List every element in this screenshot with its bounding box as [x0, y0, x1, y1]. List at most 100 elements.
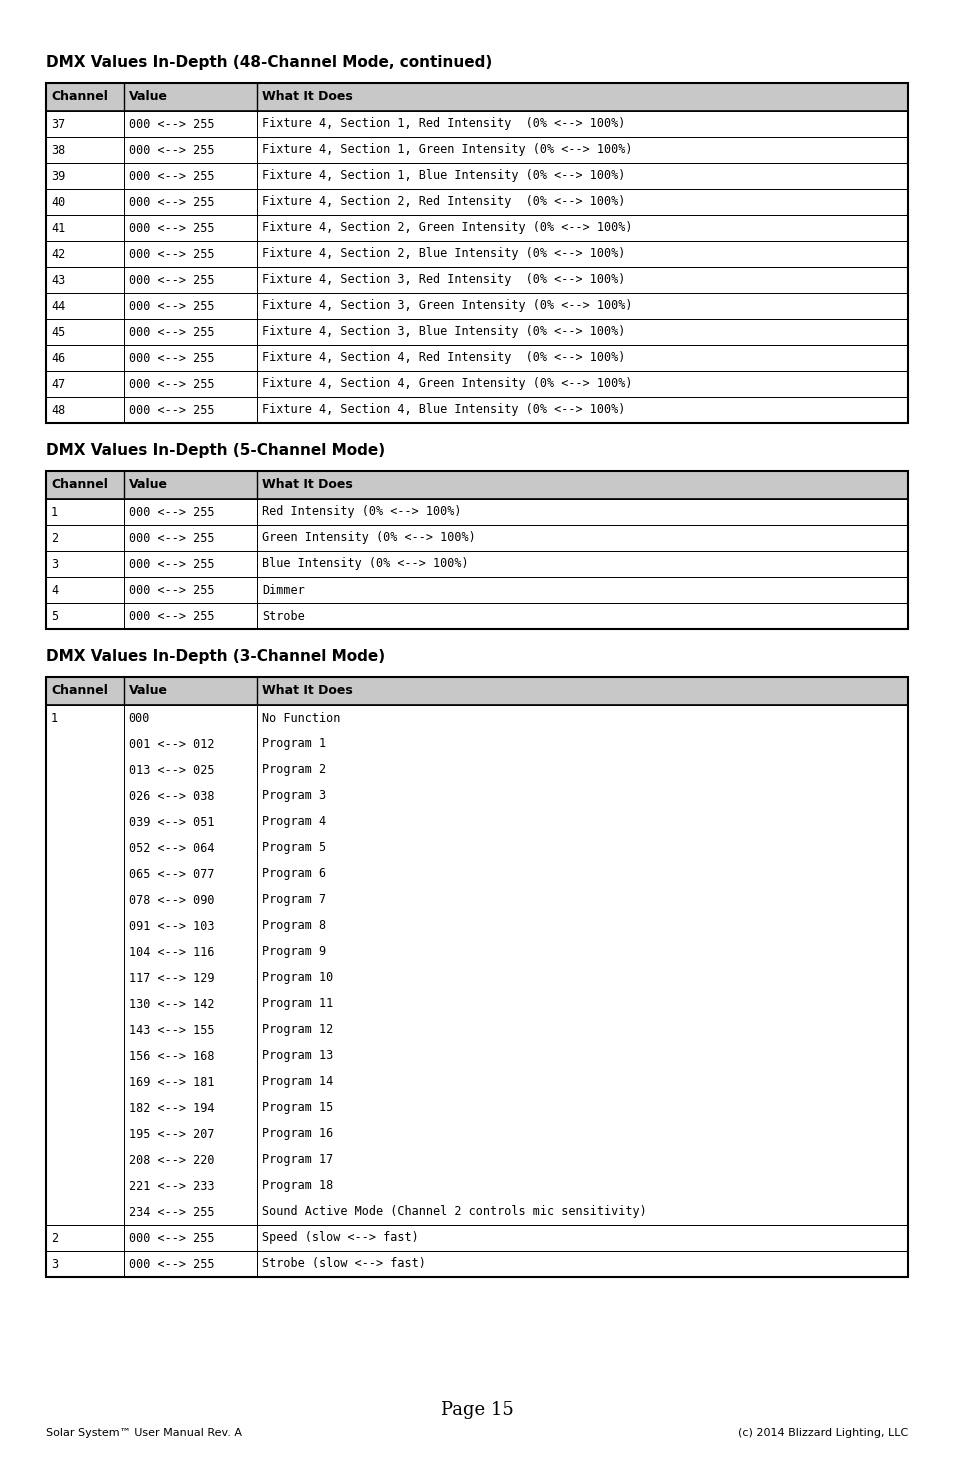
Bar [46, 1251, 907, 1277]
Text: Fixture 4, Section 3, Red Intensity  (0% <--> 100%): Fixture 4, Section 3, Red Intensity (0% … [262, 273, 625, 286]
Text: 2: 2 [51, 1232, 58, 1245]
Text: Channel: Channel [51, 684, 108, 698]
Text: 43: 43 [51, 273, 65, 286]
Text: Red Intensity (0% <--> 100%): Red Intensity (0% <--> 100%) [262, 506, 461, 519]
Text: 42: 42 [51, 248, 65, 261]
Text: What It Does: What It Does [262, 90, 353, 103]
Bar [46, 240, 907, 267]
Text: 1: 1 [51, 711, 58, 724]
Text: Fixture 4, Section 4, Red Intensity  (0% <--> 100%): Fixture 4, Section 4, Red Intensity (0% … [262, 351, 625, 364]
Text: 221 <--> 233: 221 <--> 233 [129, 1180, 213, 1192]
Text: 3: 3 [51, 558, 58, 571]
Text: 000 <--> 255: 000 <--> 255 [129, 1258, 213, 1270]
Text: 38: 38 [51, 143, 65, 156]
Text: 065 <--> 077: 065 <--> 077 [129, 867, 213, 881]
Text: 000 <--> 255: 000 <--> 255 [129, 170, 213, 183]
Bar [46, 345, 907, 372]
Text: Fixture 4, Section 3, Blue Intensity (0% <--> 100%): Fixture 4, Section 3, Blue Intensity (0%… [262, 326, 625, 338]
Text: 052 <--> 064: 052 <--> 064 [129, 842, 213, 854]
Text: 208 <--> 220: 208 <--> 220 [129, 1153, 213, 1167]
Bar [46, 552, 907, 577]
Text: 000 <--> 255: 000 <--> 255 [129, 196, 213, 208]
Bar [46, 189, 907, 215]
Text: 37: 37 [51, 118, 65, 130]
Text: 5: 5 [51, 609, 58, 622]
Text: Channel: Channel [51, 478, 108, 491]
Text: 000 <--> 255: 000 <--> 255 [129, 351, 213, 364]
Text: Program 1: Program 1 [262, 738, 326, 751]
Bar [46, 705, 907, 1226]
Text: 000 <--> 255: 000 <--> 255 [129, 299, 213, 313]
Text: Fixture 4, Section 2, Blue Intensity (0% <--> 100%): Fixture 4, Section 2, Blue Intensity (0%… [262, 248, 625, 261]
Text: 000 <--> 255: 000 <--> 255 [129, 273, 213, 286]
Bar [46, 294, 907, 319]
Text: 48: 48 [51, 404, 65, 416]
Text: 000 <--> 255: 000 <--> 255 [129, 506, 213, 519]
Text: Program 17: Program 17 [262, 1153, 334, 1167]
Bar [46, 577, 907, 603]
Text: Program 11: Program 11 [262, 997, 334, 1010]
Text: 001 <--> 012: 001 <--> 012 [129, 738, 213, 751]
Bar [46, 137, 907, 164]
Text: 2: 2 [51, 531, 58, 544]
Text: 39: 39 [51, 170, 65, 183]
Text: 000 <--> 255: 000 <--> 255 [129, 1232, 213, 1245]
Text: Sound Active Mode (Channel 2 controls mic sensitivity): Sound Active Mode (Channel 2 controls mi… [262, 1205, 646, 1218]
Text: 41: 41 [51, 221, 65, 235]
Text: 182 <--> 194: 182 <--> 194 [129, 1102, 213, 1115]
Text: (c) 2014 Blizzard Lighting, LLC: (c) 2014 Blizzard Lighting, LLC [737, 1428, 907, 1438]
Text: 000 <--> 255: 000 <--> 255 [129, 531, 213, 544]
Text: Strobe: Strobe [262, 609, 305, 622]
Text: 000 <--> 255: 000 <--> 255 [129, 609, 213, 622]
Text: 000 <--> 255: 000 <--> 255 [129, 221, 213, 235]
Text: 000 <--> 255: 000 <--> 255 [129, 584, 213, 596]
Text: Fixture 4, Section 1, Blue Intensity (0% <--> 100%): Fixture 4, Section 1, Blue Intensity (0%… [262, 170, 625, 183]
Bar [46, 83, 907, 111]
Text: DMX Values In-Depth (3-Channel Mode): DMX Values In-Depth (3-Channel Mode) [46, 649, 385, 664]
Bar [46, 267, 907, 294]
Bar [46, 372, 907, 397]
Text: 169 <--> 181: 169 <--> 181 [129, 1075, 213, 1089]
Text: DMX Values In-Depth (5-Channel Mode): DMX Values In-Depth (5-Channel Mode) [46, 442, 385, 459]
Bar [46, 471, 907, 628]
Text: 143 <--> 155: 143 <--> 155 [129, 1024, 213, 1037]
Text: 078 <--> 090: 078 <--> 090 [129, 894, 213, 907]
Text: Program 5: Program 5 [262, 842, 326, 854]
Text: Channel: Channel [51, 90, 108, 103]
Text: Fixture 4, Section 4, Blue Intensity (0% <--> 100%): Fixture 4, Section 4, Blue Intensity (0%… [262, 404, 625, 416]
Bar [46, 471, 907, 499]
Text: Program 12: Program 12 [262, 1024, 334, 1037]
Text: DMX Values In-Depth (48-Channel Mode, continued): DMX Values In-Depth (48-Channel Mode, co… [46, 55, 492, 69]
Text: 1: 1 [51, 506, 58, 519]
Text: Solar System™ User Manual Rev. A: Solar System™ User Manual Rev. A [46, 1428, 242, 1438]
Bar [46, 319, 907, 345]
Text: Fixture 4, Section 2, Red Intensity  (0% <--> 100%): Fixture 4, Section 2, Red Intensity (0% … [262, 196, 625, 208]
Bar [46, 525, 907, 552]
Text: Program 8: Program 8 [262, 919, 326, 932]
Text: Program 6: Program 6 [262, 867, 326, 881]
Text: Program 2: Program 2 [262, 764, 326, 776]
Text: Program 18: Program 18 [262, 1180, 334, 1192]
Bar [46, 603, 907, 628]
Text: 156 <--> 168: 156 <--> 168 [129, 1050, 213, 1062]
Bar [46, 164, 907, 189]
Text: Program 14: Program 14 [262, 1075, 334, 1089]
Text: Program 4: Program 4 [262, 816, 326, 829]
Bar [46, 111, 907, 137]
Text: Fixture 4, Section 1, Red Intensity  (0% <--> 100%): Fixture 4, Section 1, Red Intensity (0% … [262, 118, 625, 130]
Bar [46, 397, 907, 423]
Text: 104 <--> 116: 104 <--> 116 [129, 945, 213, 959]
Text: Program 13: Program 13 [262, 1050, 334, 1062]
Text: Program 16: Program 16 [262, 1127, 334, 1140]
Text: 000: 000 [129, 711, 150, 724]
Text: Blue Intensity (0% <--> 100%): Blue Intensity (0% <--> 100%) [262, 558, 468, 571]
Text: 000 <--> 255: 000 <--> 255 [129, 404, 213, 416]
Text: 45: 45 [51, 326, 65, 338]
Text: Value: Value [129, 90, 168, 103]
Text: 195 <--> 207: 195 <--> 207 [129, 1127, 213, 1140]
Text: 46: 46 [51, 351, 65, 364]
Text: Green Intensity (0% <--> 100%): Green Intensity (0% <--> 100%) [262, 531, 476, 544]
Text: Fixture 4, Section 3, Green Intensity (0% <--> 100%): Fixture 4, Section 3, Green Intensity (0… [262, 299, 632, 313]
Bar [46, 83, 907, 423]
Text: 000 <--> 255: 000 <--> 255 [129, 118, 213, 130]
